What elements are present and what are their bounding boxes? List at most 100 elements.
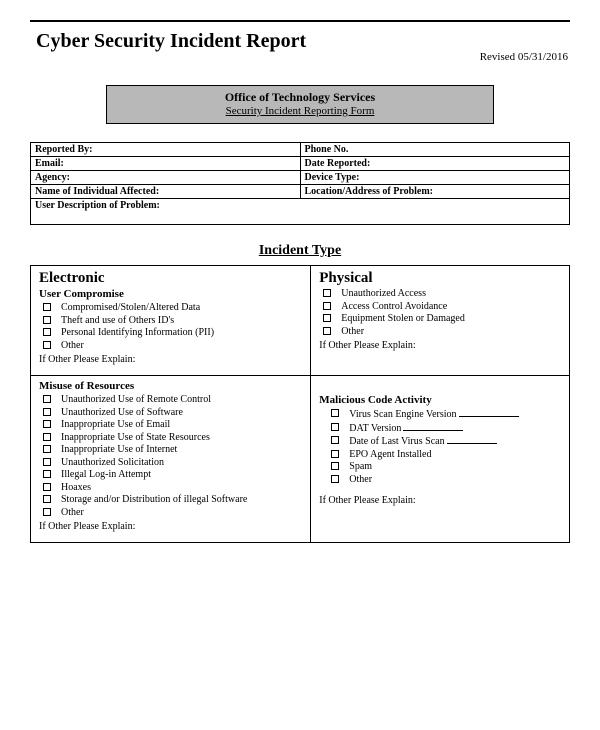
item-label: Virus Scan Engine Version [349, 408, 518, 422]
office-name: Office of Technology Services [113, 90, 488, 105]
item-label: Hoaxes [61, 482, 91, 495]
incident-type-label: Incident Type [30, 243, 570, 259]
item-label: Illegal Log-in Attempt [61, 469, 151, 482]
fill-line[interactable] [403, 422, 463, 431]
checkbox[interactable] [331, 475, 339, 483]
info-reported-by[interactable]: Reported By: [31, 143, 301, 157]
checkbox[interactable] [43, 470, 51, 478]
fill-line[interactable] [459, 408, 519, 417]
list-item: Storage and/or Distribution of illegal S… [43, 494, 302, 507]
item-label: Storage and/or Distribution of illegal S… [61, 494, 247, 507]
info-agency[interactable]: Agency: [31, 171, 301, 185]
item-label: Access Control Avoidance [341, 301, 447, 314]
checkbox[interactable] [43, 328, 51, 336]
info-name-affected[interactable]: Name of Individual Affected: [31, 185, 301, 199]
list-item: Hoaxes [43, 482, 302, 495]
checkbox[interactable] [43, 341, 51, 349]
malicious-title: Malicious Code Activity [319, 394, 561, 406]
list-item: Date of Last Virus Scan [331, 435, 561, 449]
cell-malicious: Malicious Code Activity Virus Scan Engin… [311, 376, 570, 543]
misuse-title: Misuse of Resources [39, 380, 302, 392]
checkbox[interactable] [331, 409, 339, 417]
list-item: Theft and use of Others ID's [43, 315, 302, 328]
item-label: Unauthorized Solicitation [61, 457, 164, 470]
header-box: Office of Technology Services Security I… [106, 85, 495, 124]
user-compromise-explain: If Other Please Explain: [39, 354, 302, 365]
info-location[interactable]: Location/Address of Problem: [300, 185, 570, 199]
item-label: Equipment Stolen or Damaged [341, 313, 465, 326]
item-label: EPO Agent Installed [349, 449, 431, 462]
item-label: Inappropriate Use of Internet [61, 444, 177, 457]
item-label: Personal Identifying Information (PII) [61, 327, 214, 340]
checkbox[interactable] [43, 303, 51, 311]
list-item: Equipment Stolen or Damaged [323, 313, 561, 326]
top-rule [30, 20, 570, 22]
user-compromise-list: Compromised/Stolen/Altered Data Theft an… [39, 302, 302, 352]
checkbox[interactable] [323, 327, 331, 335]
item-label: Unauthorized Use of Remote Control [61, 394, 211, 407]
checkbox[interactable] [331, 450, 339, 458]
physical-list: Unauthorized Access Access Control Avoid… [319, 288, 561, 338]
physical-title: Physical [319, 270, 561, 287]
list-item: Inappropriate Use of Email [43, 419, 302, 432]
user-compromise-title: User Compromise [39, 288, 302, 300]
malicious-list: Virus Scan Engine Version DAT Version Da… [319, 408, 561, 486]
checkbox[interactable] [43, 508, 51, 516]
item-label: Theft and use of Others ID's [61, 315, 174, 328]
item-label: Compromised/Stolen/Altered Data [61, 302, 200, 315]
info-phone[interactable]: Phone No. [300, 143, 570, 157]
fill-line[interactable] [447, 435, 497, 444]
misuse-explain: If Other Please Explain: [39, 521, 302, 532]
list-item: Unauthorized Use of Remote Control [43, 394, 302, 407]
checkbox[interactable] [323, 314, 331, 322]
checkbox[interactable] [43, 395, 51, 403]
list-item: EPO Agent Installed [331, 449, 561, 462]
checkbox[interactable] [43, 483, 51, 491]
list-item: Other [331, 474, 561, 487]
checkbox[interactable] [43, 458, 51, 466]
info-date-reported[interactable]: Date Reported: [300, 157, 570, 171]
list-item: Virus Scan Engine Version [331, 408, 561, 422]
list-item: Other [323, 326, 561, 339]
checkbox[interactable] [331, 436, 339, 444]
physical-explain: If Other Please Explain: [319, 340, 561, 351]
checkbox[interactable] [43, 408, 51, 416]
list-item: Unauthorized Use of Software [43, 407, 302, 420]
list-item: Compromised/Stolen/Altered Data [43, 302, 302, 315]
checkbox[interactable] [43, 420, 51, 428]
list-item: Unauthorized Solicitation [43, 457, 302, 470]
list-item: Inappropriate Use of Internet [43, 444, 302, 457]
checkbox[interactable] [43, 433, 51, 441]
info-email[interactable]: Email: [31, 157, 301, 171]
item-label: Unauthorized Use of Software [61, 407, 183, 420]
checkbox[interactable] [43, 316, 51, 324]
checkbox[interactable] [43, 495, 51, 503]
item-label: Inappropriate Use of Email [61, 419, 170, 432]
list-item: Access Control Avoidance [323, 301, 561, 314]
cell-electronic: Electronic User Compromise Compromised/S… [31, 266, 311, 376]
info-user-desc[interactable]: User Description of Problem: [31, 199, 570, 225]
cell-misuse: Misuse of Resources Unauthorized Use of … [31, 376, 311, 543]
item-label: Inappropriate Use of State Resources [61, 432, 210, 445]
item-label: Spam [349, 461, 372, 474]
electronic-title: Electronic [39, 270, 302, 287]
info-table: Reported By: Phone No. Email: Date Repor… [30, 142, 570, 225]
checkbox[interactable] [331, 423, 339, 431]
checkbox[interactable] [43, 445, 51, 453]
checkbox[interactable] [323, 289, 331, 297]
item-label: Other [61, 507, 84, 520]
item-label: Other [61, 340, 84, 353]
item-label: DAT Version [349, 422, 463, 436]
list-item: Personal Identifying Information (PII) [43, 327, 302, 340]
misuse-list: Unauthorized Use of Remote Control Unaut… [39, 394, 302, 519]
page-title: Cyber Security Incident Report [30, 30, 570, 53]
checkbox[interactable] [331, 462, 339, 470]
info-device-type[interactable]: Device Type: [300, 171, 570, 185]
incident-grid: Electronic User Compromise Compromised/S… [30, 265, 570, 543]
item-label: Date of Last Virus Scan [349, 435, 496, 449]
list-item: Spam [331, 461, 561, 474]
list-item: Unauthorized Access [323, 288, 561, 301]
checkbox[interactable] [323, 302, 331, 310]
malicious-explain: If Other Please Explain: [319, 495, 561, 506]
list-item: Inappropriate Use of State Resources [43, 432, 302, 445]
